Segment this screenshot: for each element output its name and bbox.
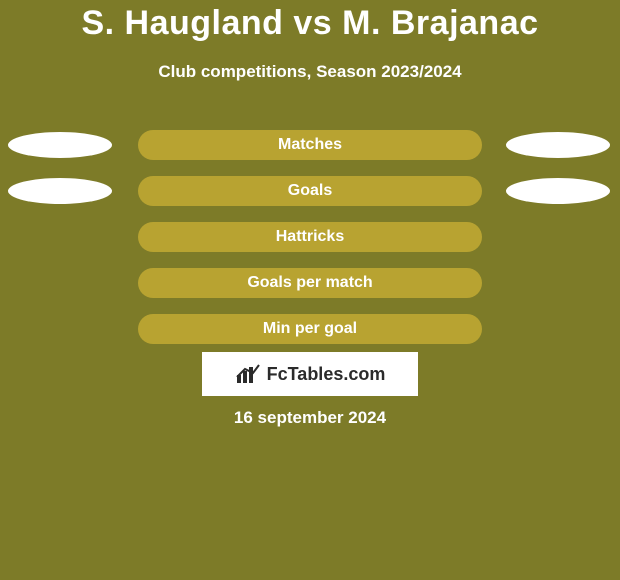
- metric-bar: Min per goal: [138, 314, 482, 344]
- brand-icon: [235, 363, 261, 385]
- comparison-rows: Matches Goals Hattricks Goals per match Min …: [0, 122, 620, 352]
- comparison-row: Hattricks: [0, 214, 620, 260]
- left-value-ellipse: [8, 178, 112, 204]
- comparison-row: Min per goal: [0, 306, 620, 352]
- right-value-ellipse: [506, 132, 610, 158]
- stage: S. Haugland vs M. Brajanac Club competit…: [0, 0, 620, 580]
- left-value-ellipse: [8, 132, 112, 158]
- metric-bar: Hattricks: [138, 222, 482, 252]
- brand-badge: FcTables.com: [202, 352, 418, 396]
- brand-text: FcTables.com: [267, 364, 386, 385]
- comparison-row: Matches: [0, 122, 620, 168]
- metric-bar: Goals: [138, 176, 482, 206]
- comparison-row: Goals per match: [0, 260, 620, 306]
- page-subtitle: Club competitions, Season 2023/2024: [0, 62, 620, 82]
- right-value-ellipse: [506, 178, 610, 204]
- footer-date: 16 september 2024: [0, 408, 620, 428]
- comparison-row: Goals: [0, 168, 620, 214]
- metric-bar: Goals per match: [138, 268, 482, 298]
- metric-bar: Matches: [138, 130, 482, 160]
- page-title: S. Haugland vs M. Brajanac: [0, 4, 620, 43]
